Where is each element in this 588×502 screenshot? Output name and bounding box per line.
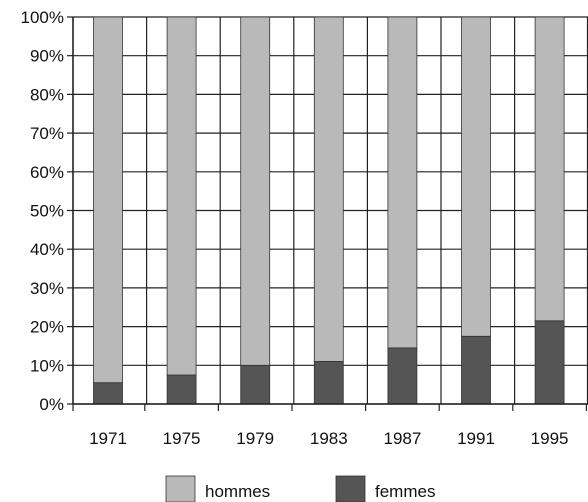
- bar-hommes-1995: [534, 16, 565, 322]
- tick-labels: 0% 10% 20% 30% 40% 50% 60% 70% 80% 90% 100% 1971 197…: [21, 8, 569, 448]
- y-tick-label: 80%: [30, 85, 64, 104]
- y-tick-label: 50%: [30, 202, 64, 221]
- bar-hommes-1991: [461, 16, 491, 337]
- y-tick-label: 20%: [30, 318, 64, 337]
- y-tick-label: 10%: [30, 356, 64, 375]
- y-tick-label: 100%: [21, 8, 64, 27]
- x-tick-label: 1995: [531, 429, 569, 448]
- legend: hommes femmes: [165, 475, 435, 502]
- bar-hommes-1975: [166, 16, 197, 376]
- y-tick-label: 40%: [30, 240, 64, 259]
- bar-femmes-1995: [534, 320, 565, 405]
- x-tick-label: 1971: [89, 429, 127, 448]
- y-tick-label: 0%: [39, 395, 64, 414]
- x-tick-label: 1987: [383, 429, 421, 448]
- bar-hommes-1979: [240, 16, 271, 366]
- bar-hommes-1983: [313, 16, 344, 362]
- bar-femmes-1971: [93, 382, 123, 405]
- y-tick-label: 30%: [30, 279, 64, 298]
- bar-hommes-1971: [93, 16, 123, 384]
- bars: [93, 16, 565, 405]
- x-tick-label: 1991: [457, 429, 495, 448]
- bar-femmes-1975: [166, 374, 197, 405]
- x-tick-label: 1975: [163, 429, 201, 448]
- legend-label-hommes: hommes: [205, 482, 270, 501]
- y-tick-label: 90%: [30, 47, 64, 66]
- bar-femmes-1987: [387, 347, 418, 405]
- x-tick-label: 1983: [310, 429, 348, 448]
- axes: [67, 16, 588, 411]
- legend-swatch-hommes: [165, 475, 196, 502]
- bar-femmes-1979: [240, 364, 271, 405]
- bar-hommes-1987: [387, 16, 418, 349]
- legend-label-femmes: femmes: [375, 482, 435, 501]
- y-tick-label: 70%: [30, 124, 64, 143]
- legend-swatch-femmes: [335, 475, 366, 502]
- x-tick-label: 1979: [236, 429, 274, 448]
- y-tick-label: 60%: [30, 163, 64, 182]
- bar-femmes-1983: [313, 361, 344, 405]
- bar-femmes-1991: [461, 335, 491, 405]
